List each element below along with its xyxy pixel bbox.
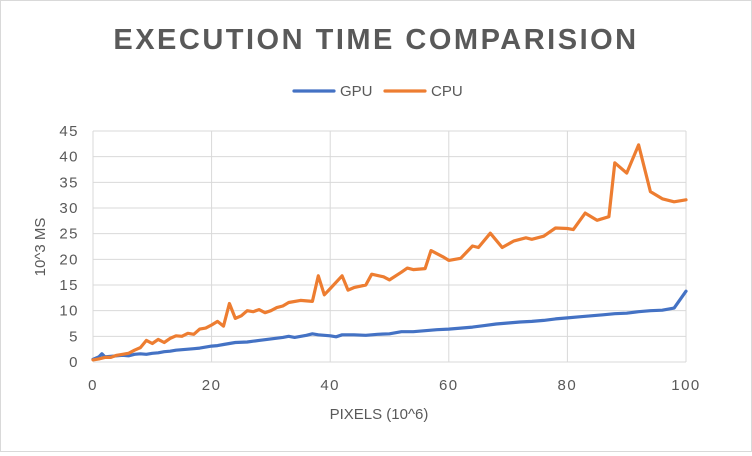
y-tick-label: 20 (59, 251, 79, 268)
chart-title: EXECUTION TIME COMPARISION (113, 24, 638, 56)
x-tick-label: 40 (320, 377, 340, 394)
y-tick-label: 5 (69, 328, 79, 345)
x-tick-label: 20 (202, 377, 222, 394)
y-tick-label: 15 (59, 277, 79, 294)
y-tick-label: 25 (59, 226, 79, 243)
x-axis-ticks: 0 20 40 60 80 100 (88, 377, 701, 394)
legend-label-cpu: CPU (431, 83, 463, 100)
y-tick-label: 35 (59, 174, 79, 191)
x-tick-label: 0 (88, 377, 98, 394)
x-tick-label: 100 (671, 377, 701, 394)
x-tick-label: 60 (439, 377, 459, 394)
legend: GPU CPU (292, 83, 463, 100)
series-line-cpu (91, 143, 688, 362)
y-tick-label: 30 (59, 200, 79, 217)
series-lines (91, 143, 688, 362)
x-tick-label: 80 (558, 377, 578, 394)
series-line-gpu (91, 289, 688, 361)
y-axis-ticks: 0 5 10 15 20 25 30 35 40 45 (59, 123, 79, 371)
y-axis-title: 10^3 MS (32, 218, 49, 277)
y-tick-label: 45 (59, 123, 79, 140)
legend-label-gpu: GPU (340, 83, 373, 100)
gridlines (92, 130, 687, 363)
y-tick-label: 0 (69, 354, 79, 371)
x-axis-title: PIXELS (10^6) (330, 406, 429, 423)
y-tick-label: 40 (59, 149, 79, 166)
y-tick-label: 10 (59, 303, 79, 320)
